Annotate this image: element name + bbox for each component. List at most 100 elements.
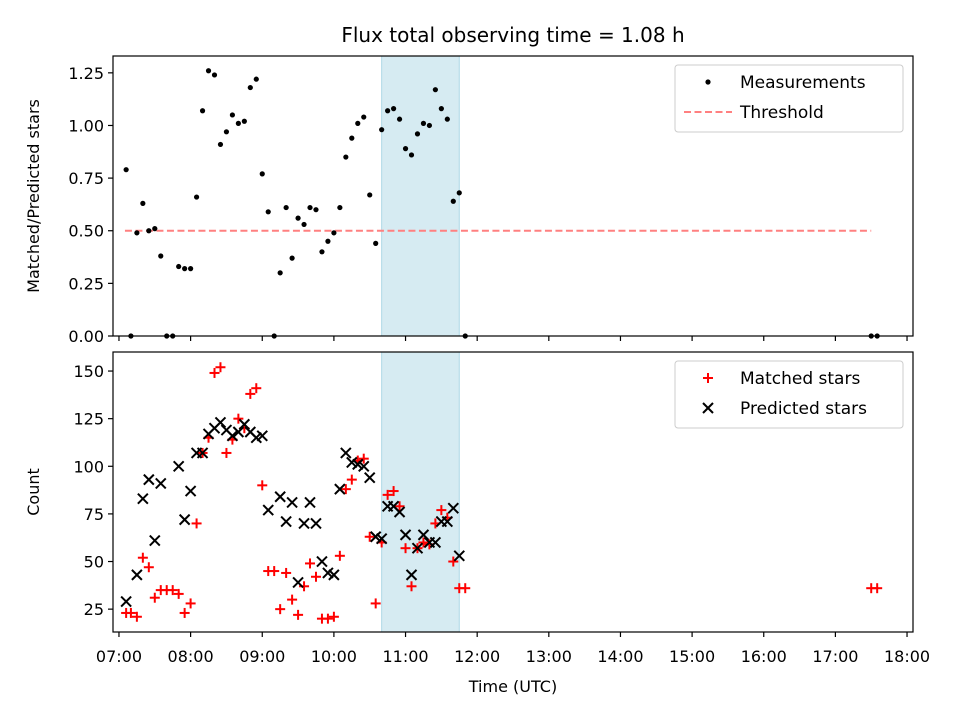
predicted-star-point: [172, 460, 185, 472]
y-tick-label: 100: [73, 457, 104, 476]
matched-star-point: [137, 552, 148, 563]
predicted-star-point: [334, 483, 346, 495]
matched-star-point: [388, 486, 399, 497]
x-tick-label: 12:00: [454, 647, 500, 666]
measurement-point: [176, 263, 182, 270]
matched-star-point: [275, 604, 286, 615]
measurement-point: [444, 116, 450, 122]
y-tick-label: 0.75: [68, 169, 104, 188]
measurement-point: [193, 194, 200, 200]
measurement-point: [438, 106, 444, 112]
x-tick-label: 11:00: [382, 647, 428, 666]
matched-star-point: [233, 413, 244, 424]
legend-entry: Matched stars: [703, 369, 860, 389]
measurement-point: [295, 215, 301, 221]
x-tick-label: 09:00: [239, 647, 285, 666]
y-axis-label-ratio: Matched/Predicted stars: [24, 99, 43, 293]
measurement-point: [277, 270, 283, 276]
predicted-star-point: [399, 529, 412, 541]
measurement-point: [373, 240, 379, 246]
matched-star-point: [346, 474, 357, 485]
measurement-point: [301, 221, 307, 228]
plot-frame: [112, 55, 914, 337]
legend: Measurements Threshold: [674, 64, 904, 133]
matched-star-point: [125, 607, 136, 618]
matched-star-point: [131, 611, 142, 622]
measurement-point: [355, 120, 361, 126]
series-matched-stars: [121, 362, 883, 624]
y-tick-label: 25: [84, 600, 104, 619]
y-tick-label: 125: [73, 410, 104, 429]
matched-star-point: [167, 585, 178, 596]
measurement-point: [408, 152, 415, 158]
matched-star-point: [448, 556, 459, 567]
legend-label: Predicted stars: [740, 399, 867, 419]
predicted-star-point: [232, 426, 245, 438]
measurement-point: [188, 266, 194, 272]
matched-star-point: [370, 598, 381, 609]
measurement-point: [349, 135, 355, 141]
predicted-star-point: [393, 506, 406, 518]
x-tick-label: 07:00: [96, 647, 142, 666]
matched-star-point: [328, 611, 339, 622]
y-axis-label-count: Count: [24, 468, 43, 516]
measurement-point: [158, 253, 164, 259]
predicted-star-point: [137, 492, 149, 505]
y-tick-label: 1.00: [68, 116, 104, 135]
y-tick-label: 0.50: [68, 222, 104, 241]
predicted-star-point: [131, 569, 143, 581]
matched-star-point: [382, 489, 393, 500]
predicted-star-point: [417, 529, 430, 541]
legend-label: Matched stars: [740, 369, 860, 389]
ratio-panel: Flux total observing time = 1.08 h Match…: [24, 23, 914, 346]
matched-star-point: [209, 367, 220, 378]
matched-star-point: [460, 583, 471, 594]
measurement-point: [319, 249, 325, 255]
measurement-point: [402, 146, 409, 152]
legend-label: Threshold: [739, 103, 824, 123]
matched-star-point: [251, 383, 262, 394]
predicted-star-point: [298, 517, 310, 530]
measurement-point: [152, 226, 158, 232]
predicted-star-point: [441, 515, 454, 528]
matched-star-point: [364, 531, 375, 542]
predicted-star-point: [280, 515, 292, 528]
y-tick-label: 0.25: [68, 274, 104, 293]
predicted-star-point: [196, 447, 209, 459]
measurement-point: [385, 108, 391, 114]
matched-star-point: [149, 592, 160, 603]
measurement-point: [289, 255, 295, 261]
matched-star-point: [418, 537, 429, 548]
matched-star-point: [334, 550, 345, 561]
predicted-star-point: [447, 502, 460, 514]
predicted-star-point: [405, 569, 418, 581]
measurement-point: [235, 120, 241, 126]
legend-entry: Predicted stars: [702, 399, 867, 419]
matched-star-point: [394, 501, 405, 512]
matched-star-point: [310, 571, 321, 582]
measurement-point: [211, 72, 218, 78]
matched-star-point: [872, 583, 883, 594]
measurement-point: [337, 204, 343, 211]
x-tick-label: 18:00: [884, 647, 930, 666]
measurement-point: [390, 106, 397, 112]
measurement-point: [247, 84, 253, 91]
legend: Matched stars Predicted stars: [674, 360, 904, 429]
legend-entry: Threshold: [684, 103, 824, 123]
matched-star-point: [293, 609, 304, 620]
matched-star-point: [191, 518, 202, 529]
legend-entry: Measurements: [705, 73, 866, 93]
legend-marker: [703, 373, 713, 383]
measurement-point: [313, 207, 319, 213]
predicted-star-point: [375, 532, 388, 545]
measurement-point: [379, 127, 385, 133]
measurement-point: [146, 228, 152, 234]
chart-title: Flux total observing time = 1.08 h: [341, 23, 684, 47]
series-predicted-stars: [120, 416, 465, 608]
legend-box: [674, 360, 904, 429]
predicted-star-point: [316, 555, 328, 568]
matched-star-point: [179, 607, 190, 618]
measurement-point: [396, 116, 403, 122]
measurement-point: [134, 230, 140, 236]
y-tick-label: 75: [84, 505, 104, 524]
